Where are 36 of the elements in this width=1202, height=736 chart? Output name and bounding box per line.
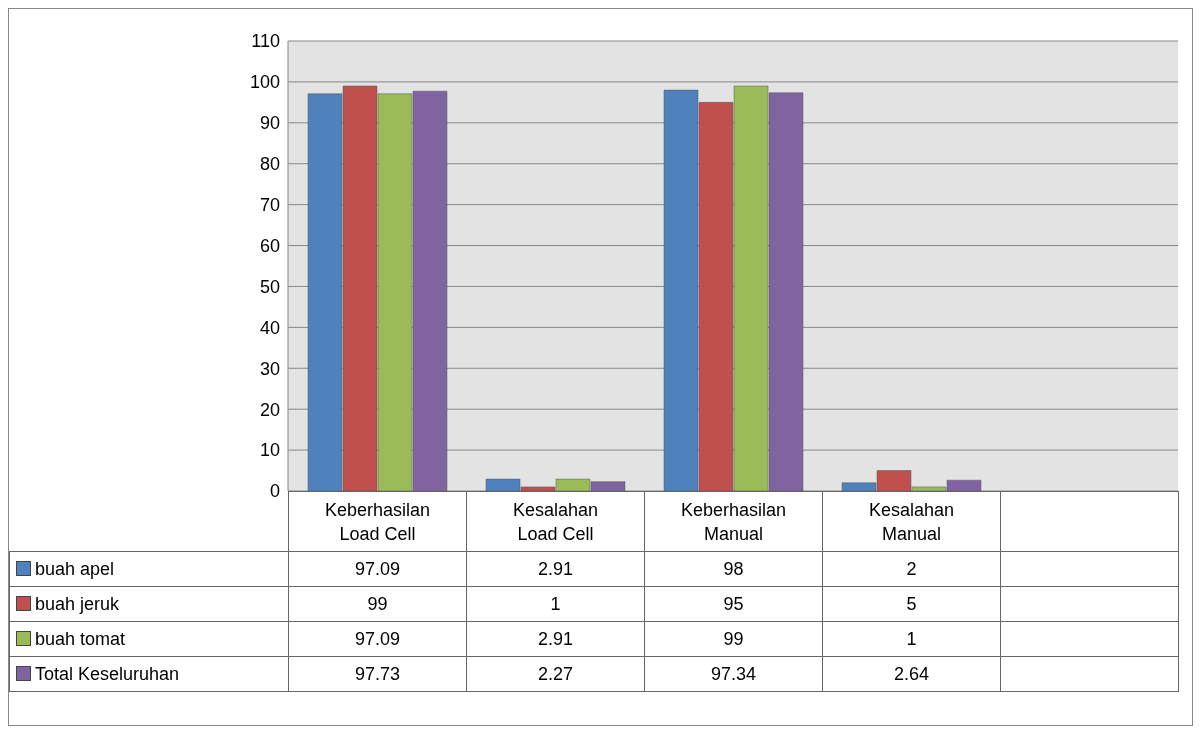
data-label: 1 [466, 586, 645, 622]
legend-label: buah tomat [9, 621, 289, 657]
data-label: 1 [822, 621, 1001, 657]
x-tick-label: Kesalahan Manual [867, 498, 956, 546]
y-tick-label: 80 [259, 154, 280, 175]
y-tick-label: 90 [259, 113, 280, 134]
data-label: 98 [644, 551, 823, 587]
legend-label: Total Keseluruhan [9, 656, 289, 692]
y-tick-label: 110 [251, 31, 280, 52]
y-tick-label: 50 [259, 276, 280, 297]
x-tick-label: Keberhasilan Manual [679, 498, 788, 546]
legend-label: buah jeruk [9, 586, 289, 622]
y-tick-label: 20 [259, 399, 280, 420]
data-label: 2.91 [466, 551, 645, 587]
y-tick-label: 100 [249, 72, 280, 93]
y-tick-label: 70 [259, 195, 280, 216]
data-label: 5 [822, 586, 1001, 622]
y-tick-label: 40 [259, 317, 280, 338]
data-label: 97.09 [288, 621, 467, 657]
x-tick-label: Keberhasilan Load Cell [323, 498, 432, 546]
data-label: 99 [288, 586, 467, 622]
data-label: 2 [822, 551, 1001, 587]
y-tick-label: 30 [259, 358, 280, 379]
y-tick-label: 10 [259, 440, 280, 461]
legend-label: buah apel [9, 551, 289, 587]
data-label: 97.73 [288, 656, 467, 692]
data-label: 2.91 [466, 621, 645, 657]
data-label: 99 [644, 621, 823, 657]
data-label: 97.09 [288, 551, 467, 587]
y-tick-label: 0 [269, 481, 280, 502]
y-tick-label: 60 [259, 235, 280, 256]
x-tick-label: Kesalahan Load Cell [511, 498, 600, 546]
data-label: 2.27 [466, 656, 645, 692]
data-label: 95 [644, 586, 823, 622]
data-label: 97.34 [644, 656, 823, 692]
data-label: 2.64 [822, 656, 1001, 692]
